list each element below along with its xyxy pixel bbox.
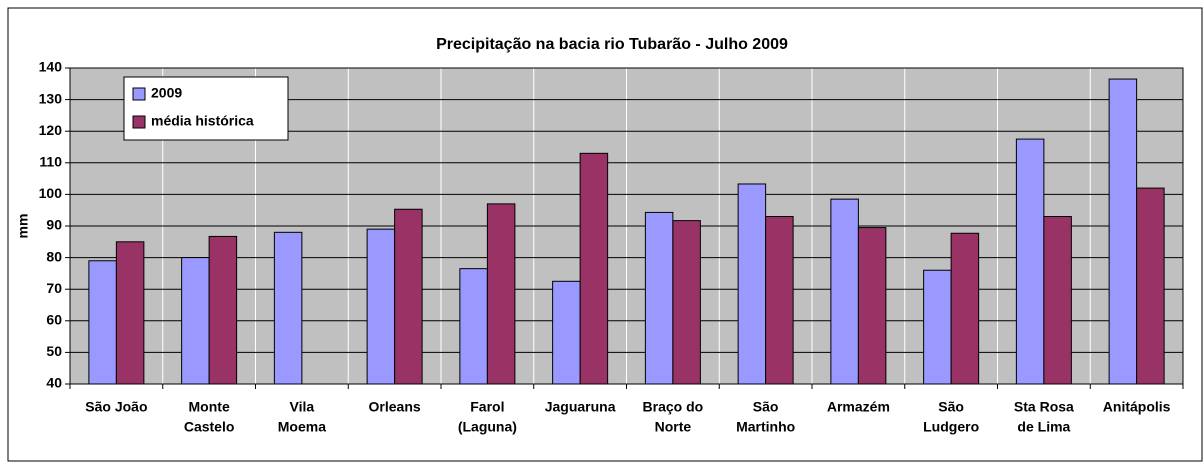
bar: [950, 232, 980, 385]
legend-box: [123, 76, 289, 141]
x-tick-label: Monte: [189, 399, 230, 415]
x-tick-label: São: [753, 399, 779, 415]
bar: [1136, 187, 1165, 385]
y-tick-label: 90: [46, 217, 62, 233]
x-tick-label: Castelo: [184, 419, 235, 435]
x-tick-label: São João: [85, 399, 147, 415]
bar: [857, 227, 887, 385]
bar: [208, 235, 238, 385]
x-tick-label: Sta Rosa: [1014, 399, 1074, 415]
bar: [830, 198, 859, 385]
x-tick-label: São: [938, 399, 964, 415]
y-tick-label: 110: [39, 154, 62, 170]
x-tick-label: Jaguaruna: [545, 399, 616, 415]
x-tick-label: Martinho: [736, 419, 795, 435]
bar: [459, 268, 488, 385]
chart-title: Precipitação na bacia rio Tubarão - Julh…: [436, 36, 788, 53]
bar: [88, 260, 117, 385]
y-tick-label: 130: [39, 90, 63, 106]
legend-label: média histórica: [151, 113, 254, 129]
bar: [1043, 216, 1072, 385]
bar: [486, 203, 516, 385]
y-tick-label: 120: [39, 122, 63, 138]
bar: [644, 211, 674, 385]
bar: [672, 220, 701, 385]
x-tick-label: Vila: [290, 399, 315, 415]
y-axis-label: mm: [15, 214, 31, 239]
legend-swatch: [132, 87, 146, 101]
y-tick-label: 40: [46, 375, 62, 391]
x-tick-label: Armazém: [827, 399, 890, 415]
y-tick-label: 50: [46, 343, 62, 359]
bar: [273, 231, 303, 385]
x-tick-label: de Lima: [1017, 419, 1070, 435]
y-tick-label: 80: [46, 248, 62, 264]
x-tick-label: Ludgero: [923, 419, 979, 435]
y-tick-label: 60: [46, 312, 62, 328]
legend-label: 2009: [151, 85, 182, 101]
bar: [181, 257, 210, 385]
bar: [552, 280, 581, 385]
y-tick-label: 100: [39, 185, 63, 201]
x-tick-label: Anitápolis: [1103, 399, 1171, 415]
bar: [1108, 78, 1138, 385]
bar: [765, 216, 794, 385]
legend-swatch: [132, 115, 146, 129]
bar: [394, 208, 423, 385]
bar: [115, 241, 145, 385]
bar: [923, 269, 952, 385]
x-tick-label: Farol: [470, 399, 504, 415]
y-tick-label: 140: [39, 59, 63, 75]
y-tick-label: 70: [46, 280, 62, 296]
bar: [737, 183, 767, 385]
x-tick-label: Norte: [655, 419, 692, 435]
x-tick-label: Orleans: [369, 399, 421, 415]
bar: [1015, 138, 1045, 385]
x-tick-label: Braço do: [643, 399, 704, 415]
bar: [579, 152, 609, 385]
plot-border: [69, 67, 1184, 385]
x-tick-label: Moema: [278, 419, 326, 435]
bar: [366, 228, 396, 385]
x-tick-label: (Laguna): [458, 419, 517, 435]
